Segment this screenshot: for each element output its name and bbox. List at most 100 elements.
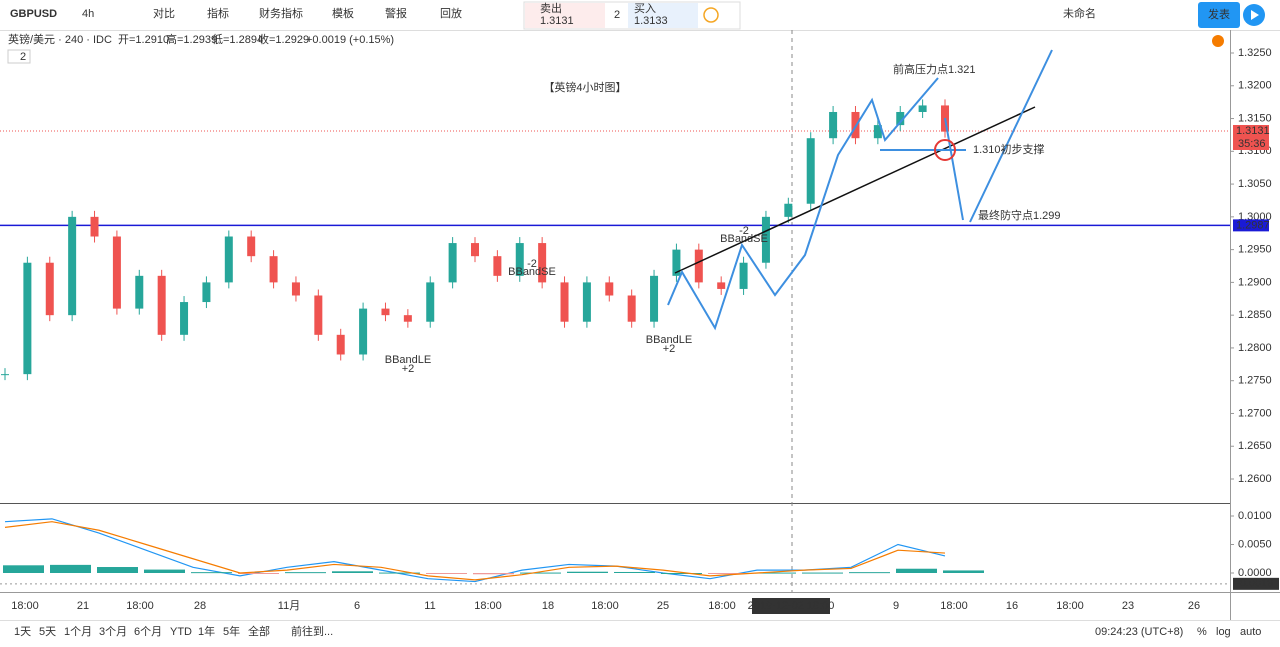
price-tick-label: 1.2600 bbox=[1238, 473, 1272, 485]
price-tick-label: 1.3150 bbox=[1238, 112, 1272, 124]
macd-histogram bbox=[849, 572, 890, 574]
interval[interactable]: 4h bbox=[82, 8, 94, 20]
time-label: 18:00 bbox=[126, 600, 154, 612]
price-tick-label: 1.2900 bbox=[1238, 276, 1272, 288]
toolbar-button[interactable]: 指标 bbox=[207, 6, 229, 20]
candle bbox=[381, 308, 390, 316]
macd-histogram bbox=[755, 572, 796, 574]
candle bbox=[918, 105, 927, 112]
candle bbox=[202, 282, 211, 303]
cursor-time: 2019-12-02 18:00 bbox=[748, 600, 835, 612]
sell-price[interactable]: 1.3131 bbox=[540, 15, 574, 27]
toolbar-button[interactable]: 对比 bbox=[153, 6, 175, 20]
candle bbox=[493, 256, 502, 276]
candle bbox=[761, 216, 770, 263]
marker: BBandSE bbox=[720, 233, 768, 245]
range-button[interactable]: 1天 bbox=[14, 626, 31, 638]
title-annotation: 【英镑4小时图】 bbox=[543, 80, 626, 94]
trend-line bbox=[674, 106, 1036, 274]
toolbar-button[interactable]: 警报 bbox=[385, 6, 407, 20]
spread: 2 bbox=[614, 9, 620, 21]
candle bbox=[45, 262, 54, 316]
price-tick-label: 1.2850 bbox=[1238, 309, 1272, 321]
candle bbox=[605, 282, 614, 296]
last-price-label: 1.3131 bbox=[1236, 125, 1270, 137]
percent-toggle[interactable]: % bbox=[1197, 626, 1207, 638]
marker: BBandSE bbox=[508, 266, 556, 278]
macd-histogram bbox=[708, 573, 749, 574]
range-button[interactable]: 3个月 bbox=[99, 625, 127, 638]
macd-histogram bbox=[238, 573, 279, 574]
macd-histogram bbox=[567, 571, 608, 573]
buy-price[interactable]: 1.3133 bbox=[634, 15, 668, 27]
legend-low: 低=1.2894 bbox=[212, 33, 263, 46]
clock: 09:24:23 (UTC+8) bbox=[1095, 626, 1183, 638]
macd-histogram bbox=[144, 569, 185, 573]
candle bbox=[336, 334, 345, 355]
level-label: 1.2987 bbox=[1236, 219, 1270, 231]
log-toggle[interactable]: log bbox=[1216, 626, 1231, 638]
publish-btn[interactable] bbox=[1198, 2, 1240, 28]
range-button[interactable]: 全部 bbox=[248, 624, 270, 638]
time-label: 9 bbox=[893, 600, 899, 612]
goto[interactable]: 前往到... bbox=[291, 624, 333, 638]
macd-histogram bbox=[50, 564, 91, 573]
defense-note: 最终防守点1.299 bbox=[978, 208, 1061, 222]
candle bbox=[359, 308, 368, 355]
price-tick-label: 1.3250 bbox=[1238, 47, 1272, 59]
candle bbox=[180, 302, 189, 335]
range-button[interactable]: 5天 bbox=[39, 626, 56, 638]
candle bbox=[314, 295, 323, 335]
studies: 2 bbox=[20, 51, 26, 63]
range-button[interactable]: 5年 bbox=[223, 624, 240, 638]
range-button[interactable]: YTD bbox=[170, 626, 192, 638]
macd-last-label: -0.0019 bbox=[1236, 578, 1273, 590]
study-toggle[interactable] bbox=[7, 49, 31, 64]
time-label: 18:00 bbox=[474, 600, 502, 612]
candle bbox=[448, 243, 457, 283]
price-tick-label: 1.2700 bbox=[1238, 407, 1272, 419]
macd-histogram bbox=[379, 572, 420, 574]
macd-histogram bbox=[614, 571, 655, 573]
candle bbox=[23, 262, 32, 375]
auto-toggle[interactable]: auto bbox=[1240, 626, 1261, 638]
macd-histogram bbox=[473, 573, 514, 575]
macd-histogram bbox=[97, 567, 138, 573]
price-tick-label: 1.2750 bbox=[1238, 375, 1272, 387]
toolbar-button[interactable]: 回放 bbox=[440, 6, 462, 20]
macd-tick-label: 0.0050 bbox=[1238, 538, 1272, 550]
time-label: 25 bbox=[657, 600, 669, 612]
marker: BBandLE bbox=[385, 354, 431, 366]
legend-symbol: 英镑/美元 · 240 · IDC bbox=[8, 32, 112, 46]
layout-name[interactable]: 未命名 bbox=[1063, 6, 1096, 20]
macd-histogram bbox=[191, 572, 232, 574]
candle bbox=[650, 275, 659, 322]
time-label: 16 bbox=[1006, 600, 1018, 612]
candle bbox=[873, 125, 882, 139]
range-button[interactable]: 1年 bbox=[198, 624, 215, 638]
candle bbox=[896, 111, 905, 126]
candle bbox=[224, 236, 233, 283]
marker: +2 bbox=[402, 363, 415, 375]
sell-label[interactable]: 卖出 bbox=[540, 1, 562, 15]
candle bbox=[627, 295, 636, 322]
candle bbox=[403, 315, 412, 322]
macd-tick-label: 0.0000 bbox=[1238, 567, 1272, 579]
symbol[interactable]: GBPUSD bbox=[10, 8, 57, 20]
candle bbox=[471, 243, 479, 257]
range-button[interactable]: 6个月 bbox=[134, 625, 162, 638]
toolbar-button[interactable]: 模板 bbox=[332, 6, 354, 20]
support-note: 1.310初步支撑 bbox=[973, 142, 1045, 156]
candle bbox=[1, 374, 9, 376]
time-label: 18 bbox=[542, 600, 554, 612]
time-label: 23 bbox=[1122, 600, 1134, 612]
legend-open: 开=1.2910 bbox=[118, 34, 169, 46]
marker: -2 bbox=[739, 225, 749, 237]
candle bbox=[157, 275, 166, 335]
range-button[interactable]: 1个月 bbox=[64, 625, 92, 638]
publish[interactable]: 发表 bbox=[1208, 7, 1230, 21]
toolbar-button[interactable]: 财务指标 bbox=[259, 6, 303, 20]
buy-label[interactable]: 买入 bbox=[634, 2, 656, 15]
cursor-time-bg bbox=[752, 598, 830, 614]
